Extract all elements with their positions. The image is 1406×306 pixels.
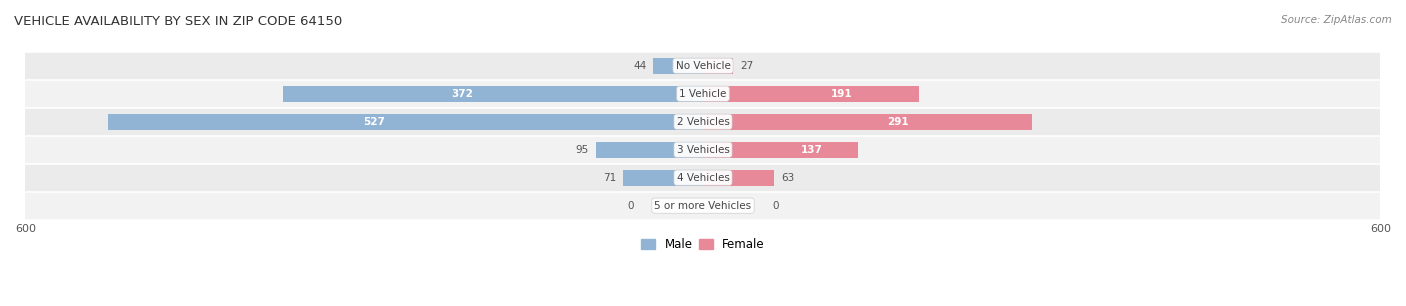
Text: VEHICLE AVAILABILITY BY SEX IN ZIP CODE 64150: VEHICLE AVAILABILITY BY SEX IN ZIP CODE … xyxy=(14,15,342,28)
Text: 63: 63 xyxy=(780,173,794,183)
Text: 95: 95 xyxy=(575,145,589,155)
Bar xyxy=(703,142,858,158)
Bar xyxy=(25,164,1381,192)
Text: 137: 137 xyxy=(800,145,823,155)
Text: 71: 71 xyxy=(603,173,616,183)
Bar xyxy=(654,58,703,74)
Text: 5 or more Vehicles: 5 or more Vehicles xyxy=(654,201,752,211)
Text: 27: 27 xyxy=(741,61,754,71)
Text: 372: 372 xyxy=(451,89,472,99)
Bar xyxy=(25,192,1381,220)
Bar xyxy=(596,142,703,158)
Bar xyxy=(25,80,1381,108)
Bar xyxy=(703,170,775,186)
Bar xyxy=(108,114,703,130)
Text: 0: 0 xyxy=(772,201,779,211)
Bar xyxy=(703,86,918,102)
Bar xyxy=(25,108,1381,136)
Bar xyxy=(703,114,1032,130)
Text: Source: ZipAtlas.com: Source: ZipAtlas.com xyxy=(1281,15,1392,25)
Text: 191: 191 xyxy=(831,89,852,99)
Text: 44: 44 xyxy=(633,61,647,71)
Text: 4 Vehicles: 4 Vehicles xyxy=(676,173,730,183)
Text: No Vehicle: No Vehicle xyxy=(675,61,731,71)
Text: 3 Vehicles: 3 Vehicles xyxy=(676,145,730,155)
Text: 1 Vehicle: 1 Vehicle xyxy=(679,89,727,99)
Bar xyxy=(283,86,703,102)
Text: 2 Vehicles: 2 Vehicles xyxy=(676,117,730,127)
Bar xyxy=(623,170,703,186)
Legend: Male, Female: Male, Female xyxy=(637,233,769,256)
Text: 0: 0 xyxy=(627,201,634,211)
Text: 527: 527 xyxy=(364,117,385,127)
Bar xyxy=(25,52,1381,80)
Bar xyxy=(703,58,734,74)
Bar xyxy=(25,136,1381,164)
Text: 291: 291 xyxy=(887,117,910,127)
